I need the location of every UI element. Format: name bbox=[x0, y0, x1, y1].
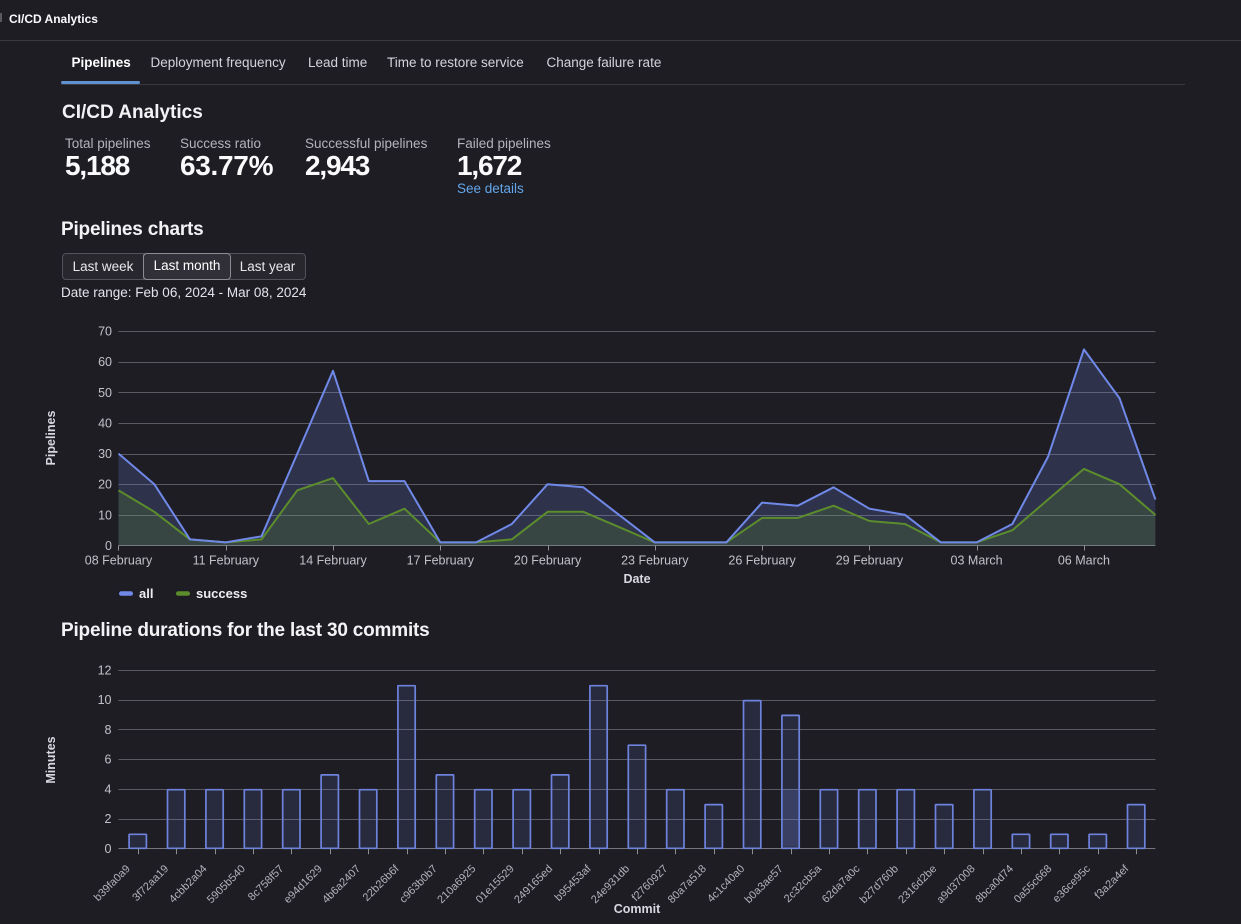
svg-text:6: 6 bbox=[105, 753, 112, 767]
svg-text:0: 0 bbox=[105, 842, 112, 856]
svg-text:b39fa0a9: b39fa0a9 bbox=[92, 863, 133, 904]
svg-text:249165ed: 249165ed bbox=[512, 863, 555, 906]
svg-text:20: 20 bbox=[98, 478, 112, 492]
svg-text:20 February: 20 February bbox=[514, 554, 582, 568]
svg-text:Pipelines: Pipelines bbox=[44, 411, 58, 466]
svg-text:Date: Date bbox=[623, 572, 650, 586]
svg-text:8bca0d74: 8bca0d74 bbox=[973, 863, 1016, 906]
svg-text:0: 0 bbox=[105, 539, 112, 553]
svg-text:2316d2be: 2316d2be bbox=[896, 863, 939, 906]
svg-text:Commit: Commit bbox=[614, 902, 661, 916]
svg-text:e94d1629: e94d1629 bbox=[282, 863, 325, 906]
svg-text:f3a2a4ef: f3a2a4ef bbox=[1093, 862, 1132, 901]
svg-text:70: 70 bbox=[98, 325, 112, 339]
svg-text:4: 4 bbox=[105, 782, 112, 796]
svg-text:Minutes: Minutes bbox=[44, 736, 58, 783]
svg-text:29 February: 29 February bbox=[836, 554, 904, 568]
svg-text:success: success bbox=[196, 586, 247, 601]
svg-text:11 February: 11 February bbox=[193, 554, 260, 568]
svg-text:80a7a518: 80a7a518 bbox=[666, 863, 709, 906]
svg-text:3f72aa19: 3f72aa19 bbox=[130, 863, 171, 904]
svg-text:62da7a0c: 62da7a0c bbox=[820, 863, 863, 906]
svg-text:10: 10 bbox=[98, 508, 112, 522]
svg-text:8c758f57: 8c758f57 bbox=[246, 863, 286, 903]
svg-text:f2760927: f2760927 bbox=[630, 863, 671, 904]
svg-text:50: 50 bbox=[98, 386, 112, 400]
svg-text:06 March: 06 March bbox=[1058, 554, 1110, 568]
svg-text:b27d760b: b27d760b bbox=[858, 863, 901, 906]
svg-text:c963b0b7: c963b0b7 bbox=[397, 863, 440, 906]
svg-text:a9d37008: a9d37008 bbox=[935, 863, 978, 906]
svg-text:40: 40 bbox=[98, 416, 112, 430]
svg-text:01e15529: 01e15529 bbox=[474, 863, 517, 906]
svg-text:b0a3ae57: b0a3ae57 bbox=[743, 863, 786, 906]
svg-text:e36ce95c: e36ce95c bbox=[1051, 863, 1094, 906]
svg-text:10: 10 bbox=[98, 693, 112, 707]
svg-text:4b6a2407: 4b6a2407 bbox=[320, 863, 363, 906]
svg-text:2: 2 bbox=[105, 812, 112, 826]
svg-text:4cbb2a04: 4cbb2a04 bbox=[167, 863, 210, 906]
svg-text:23 February: 23 February bbox=[621, 554, 689, 568]
svg-text:22b26b6f: 22b26b6f bbox=[361, 862, 403, 904]
svg-text:12: 12 bbox=[98, 664, 112, 678]
svg-text:all: all bbox=[139, 586, 153, 601]
svg-text:24e931db: 24e931db bbox=[589, 863, 632, 906]
svg-text:14 February: 14 February bbox=[299, 554, 367, 568]
svg-text:210a6925: 210a6925 bbox=[435, 863, 478, 906]
svg-text:08 February: 08 February bbox=[85, 554, 153, 568]
svg-text:30: 30 bbox=[98, 447, 112, 461]
svg-text:2c32cb5a: 2c32cb5a bbox=[782, 862, 825, 905]
svg-text:60: 60 bbox=[98, 355, 112, 369]
svg-text:0a55c668: 0a55c668 bbox=[1012, 863, 1055, 906]
svg-text:5905b540: 5905b540 bbox=[205, 863, 248, 906]
svg-text:4c1c40a0: 4c1c40a0 bbox=[705, 863, 747, 905]
svg-text:03 March: 03 March bbox=[951, 554, 1003, 568]
svg-text:17 February: 17 February bbox=[407, 554, 475, 568]
svg-text:26 February: 26 February bbox=[728, 554, 796, 568]
svg-text:8: 8 bbox=[105, 723, 112, 737]
